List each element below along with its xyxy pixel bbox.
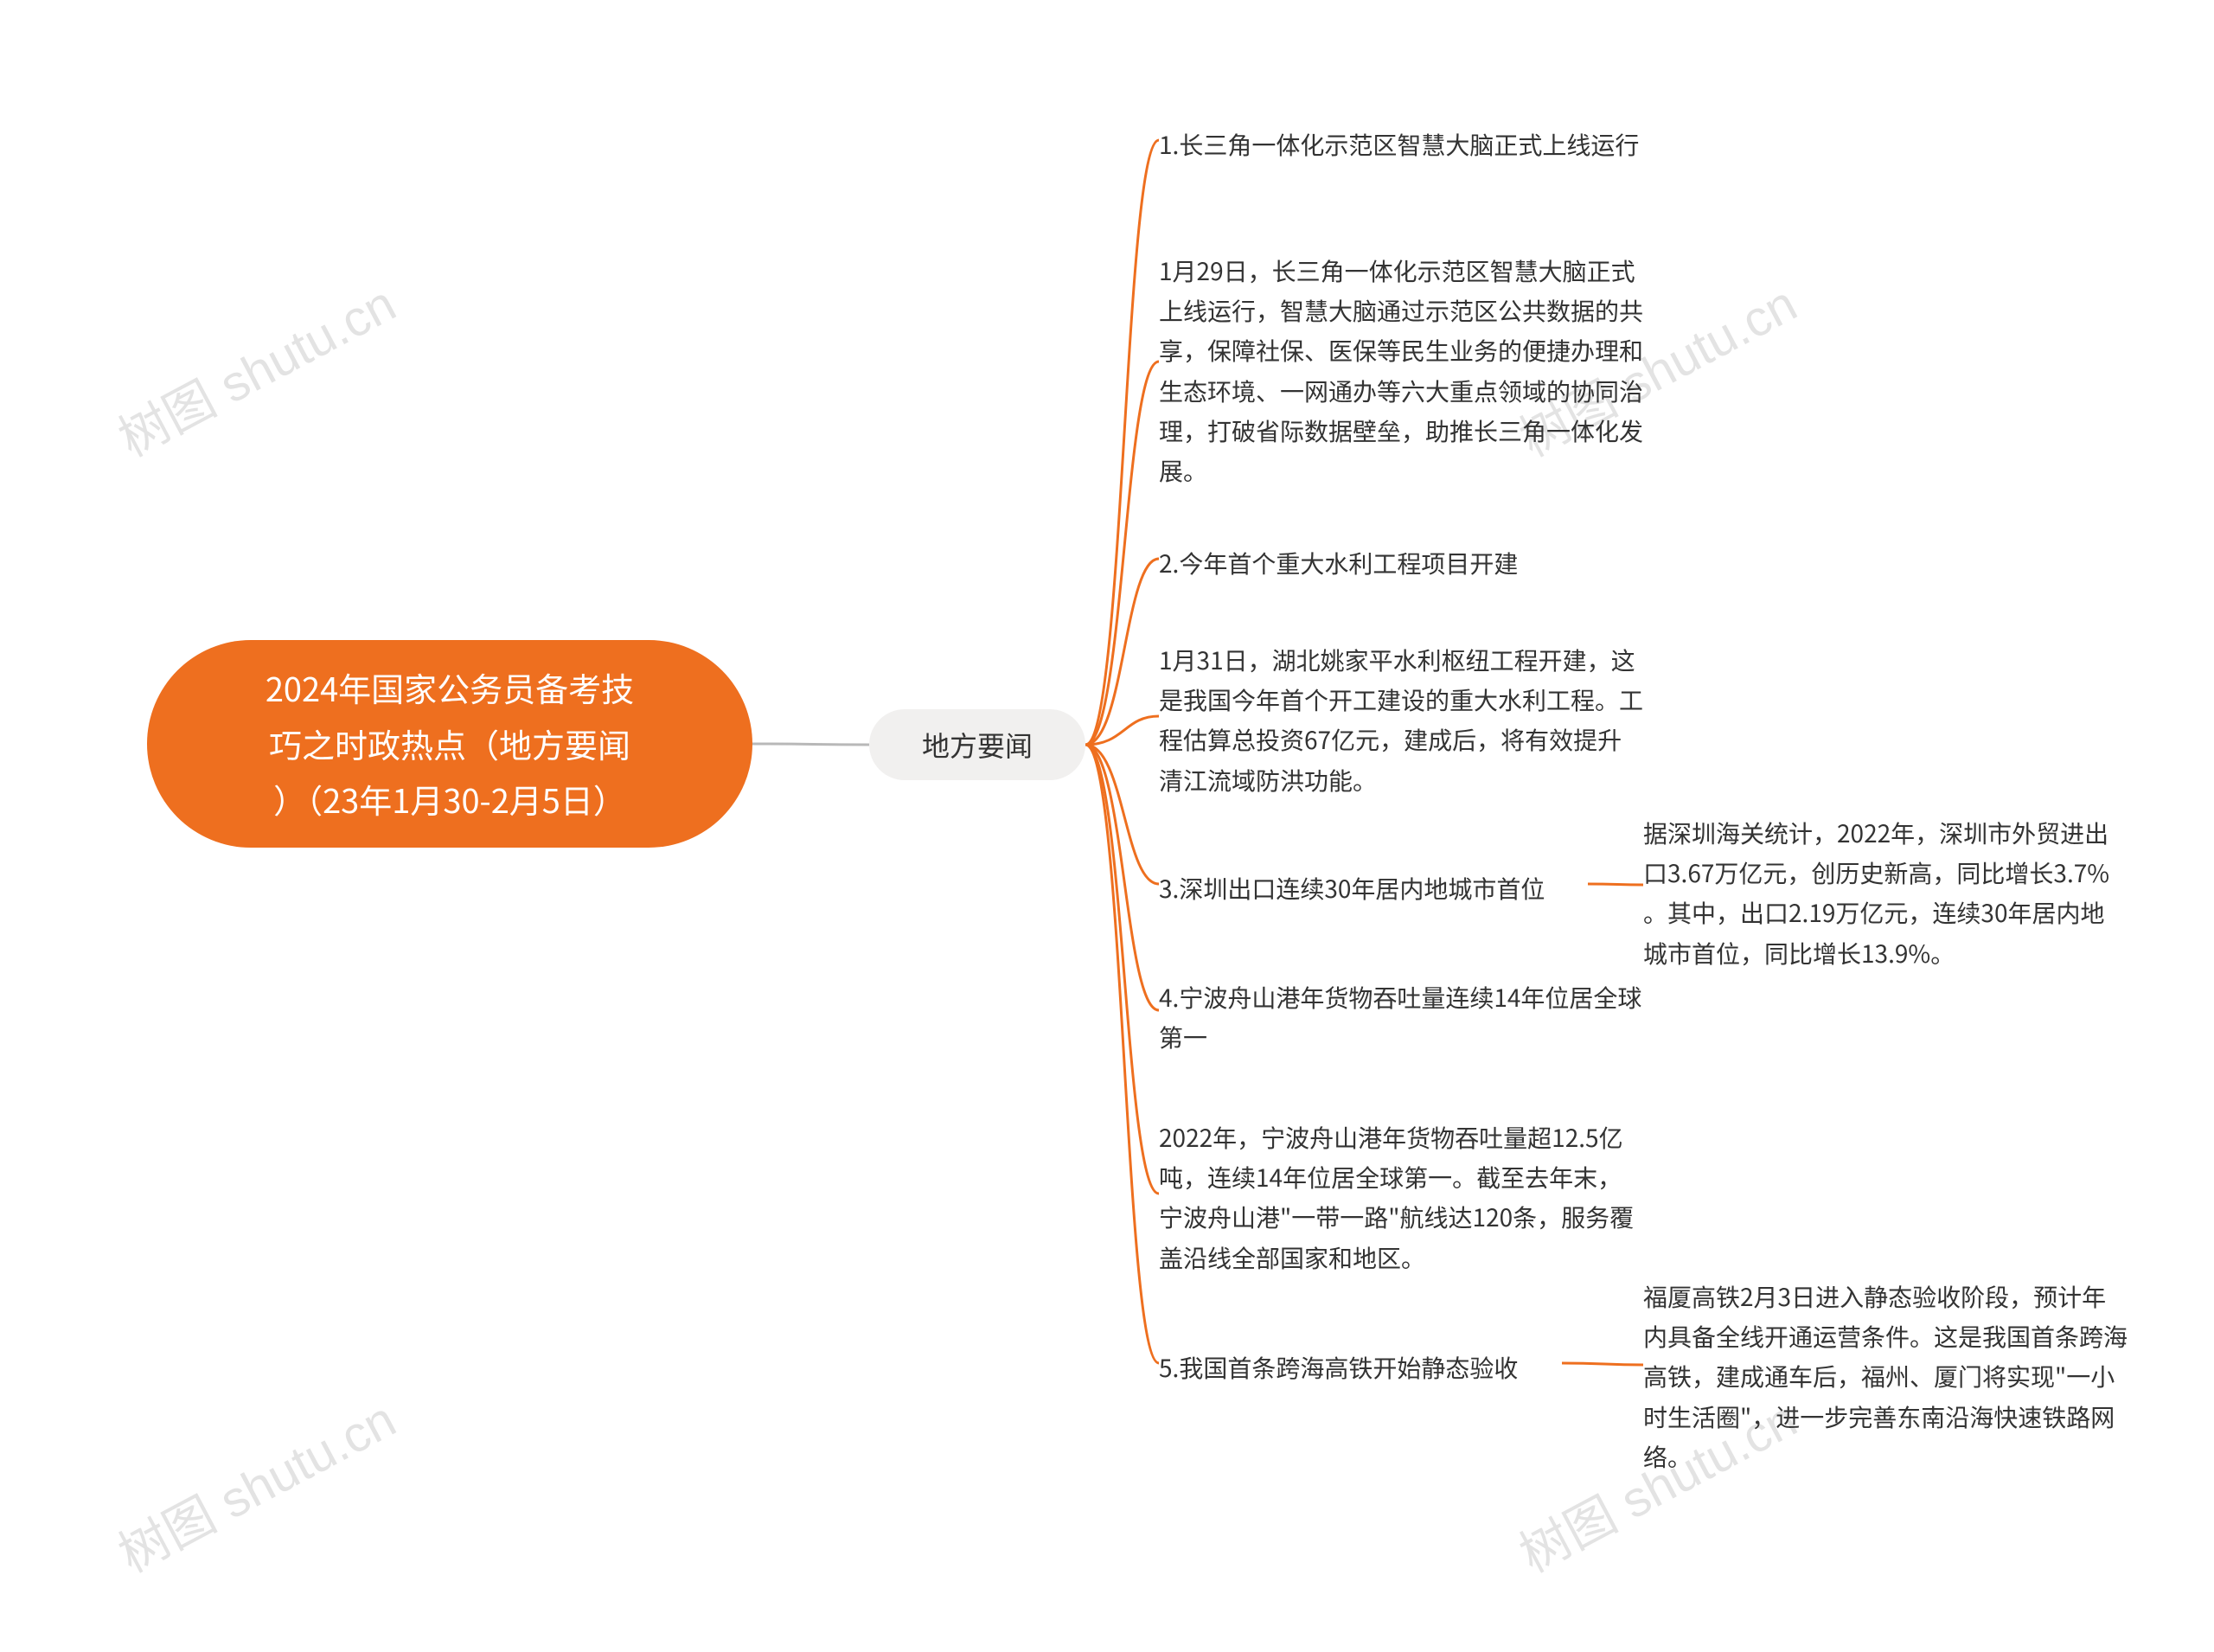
- leaf-node-text: 2022年，宁波舟山港年货物吞吐量超12.5亿 吨，连续14年位居全球第一。截至…: [1159, 1120, 1634, 1275]
- leaf-node[interactable]: 1月29日，长三角一体化示范区智慧大脑正式 上线运行，智慧大脑通过示范区公共数据…: [1159, 251, 1695, 490]
- connector-branch-leaf-7: [1085, 745, 1159, 1194]
- connector-branch-leaf-5: [1085, 745, 1159, 884]
- leaf-node-text: 1月31日，湖北姚家平水利枢纽工程开建，这 是我国今年首个开工建设的重大水利工程…: [1159, 643, 1643, 797]
- leaf-node-text: 4.宁波舟山港年货物吞吐量连续14年位居全球 第一: [1159, 980, 1641, 1054]
- connector-branch-leaf-3: [1085, 559, 1159, 745]
- connector-leaf8-sub: [1562, 1363, 1643, 1365]
- leaf-node-text: 2.今年首个重大水利工程项目开建: [1159, 546, 1518, 580]
- leaf-node[interactable]: 1.长三角一体化示范区智慧大脑正式上线运行: [1159, 125, 1695, 164]
- connector-root-branch: [752, 744, 869, 745]
- connector-branch-leaf-8: [1085, 745, 1159, 1363]
- branch-node-text: 地方要闻: [922, 725, 1033, 765]
- leaf-node-text: 1月29日，长三角一体化示范区智慧大脑正式 上线运行，智慧大脑通过示范区公共数据…: [1159, 253, 1643, 488]
- watermark: 树图 shutu.cn: [104, 1380, 406, 1586]
- connector-branch-leaf-1: [1085, 140, 1159, 745]
- subleaf-node[interactable]: 据深圳海关统计，2022年，深圳市外贸进出 口3.67万亿元，创历史新高，同比增…: [1643, 813, 2153, 973]
- subleaf-node[interactable]: 福厦高铁2月3日进入静态验收阶段，预计年 内具备全线开通运营条件。这是我国首条跨…: [1643, 1277, 2153, 1476]
- subleaf-node-text: 据深圳海关统计，2022年，深圳市外贸进出 口3.67万亿元，创历史新高，同比增…: [1643, 816, 2109, 970]
- leaf-node[interactable]: 2.今年首个重大水利工程项目开建: [1159, 543, 1695, 583]
- leaf-node[interactable]: 2022年，宁波舟山港年货物吞吐量超12.5亿 吨，连续14年位居全球第一。截至…: [1159, 1117, 1695, 1277]
- leaf-node[interactable]: 5.我国首条跨海高铁开始静态验收: [1159, 1348, 1562, 1387]
- watermark: 树图 shutu.cn: [104, 264, 406, 471]
- connector-branch-leaf-2: [1085, 362, 1159, 745]
- leaf-node-text: 5.我国首条跨海高铁开始静态验收: [1159, 1350, 1518, 1385]
- subleaf-node-text: 福厦高铁2月3日进入静态验收阶段，预计年 内具备全线开通运营条件。这是我国首条跨…: [1643, 1279, 2128, 1474]
- leaf-node[interactable]: 3.深圳出口连续30年居内地城市首位: [1159, 868, 1588, 908]
- branch-node[interactable]: 地方要闻: [869, 709, 1085, 780]
- root-node[interactable]: 2024年国家公务员备考技 巧之时政热点（地方要闻 ）（23年1月30-2月5日…: [147, 640, 752, 848]
- leaf-node-text: 1.长三角一体化示范区智慧大脑正式上线运行: [1159, 127, 1639, 162]
- connector-branch-leaf-4: [1085, 716, 1159, 745]
- root-node-text: 2024年国家公务员备考技 巧之时政热点（地方要闻 ）（23年1月30-2月5日…: [266, 660, 634, 828]
- leaf-node[interactable]: 4.宁波舟山港年货物吞吐量连续14年位居全球 第一: [1159, 977, 1695, 1057]
- leaf-node-text: 3.深圳出口连续30年居内地城市首位: [1159, 871, 1545, 906]
- connector-leaf5-sub: [1588, 884, 1643, 885]
- leaf-node[interactable]: 1月31日，湖北姚家平水利枢纽工程开建，这 是我国今年首个开工建设的重大水利工程…: [1159, 640, 1695, 800]
- mindmap-canvas: 2024年国家公务员备考技 巧之时政热点（地方要闻 ）（23年1月30-2月5日…: [0, 0, 2214, 1652]
- connector-branch-leaf-6: [1085, 745, 1159, 1010]
